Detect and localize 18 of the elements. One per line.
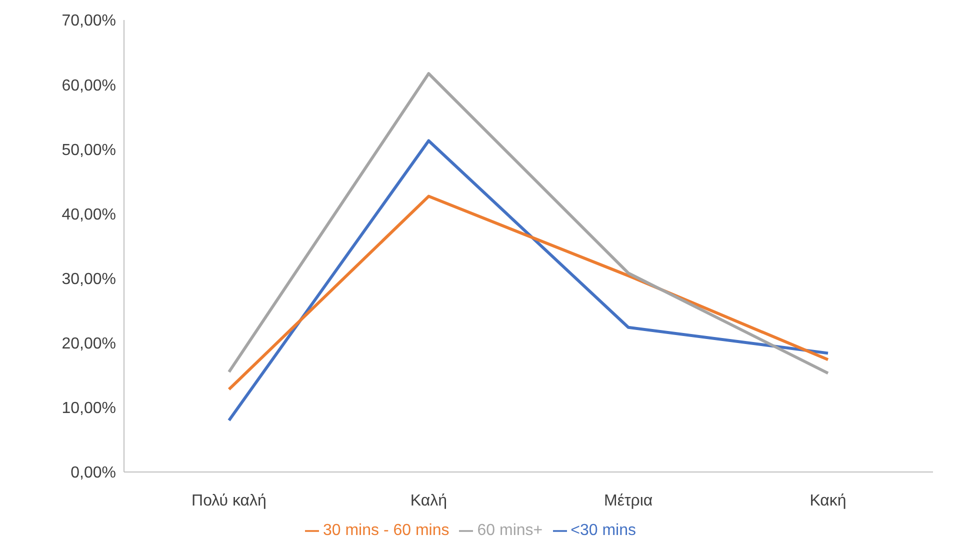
y-tick-label: 10,00% — [62, 400, 116, 418]
y-tick-label: 40,00% — [62, 206, 116, 224]
line-series — [228, 139, 830, 422]
y-tick-label: 70,00% — [62, 12, 116, 30]
legend-label: <30 mins — [570, 522, 636, 539]
y-tick-label: 50,00% — [62, 142, 116, 159]
line-series — [228, 72, 830, 375]
x-tick-label: Καλή — [410, 492, 447, 510]
y-tick-label: 0,00% — [70, 464, 116, 482]
x-tick-label: Κακή — [810, 492, 846, 510]
line-series — [228, 194, 830, 391]
y-tick-label: 20,00% — [62, 336, 116, 353]
legend-label: 30 mins - 60 mins — [322, 522, 450, 539]
legend-label: 60 mins+ — [477, 522, 543, 539]
y-tick-label: 30,00% — [62, 270, 116, 288]
y-tick-label: 60,00% — [62, 77, 116, 94]
x-tick-label: Μέτρια — [604, 492, 653, 510]
x-tick-label: Πολύ καλή — [192, 492, 266, 510]
